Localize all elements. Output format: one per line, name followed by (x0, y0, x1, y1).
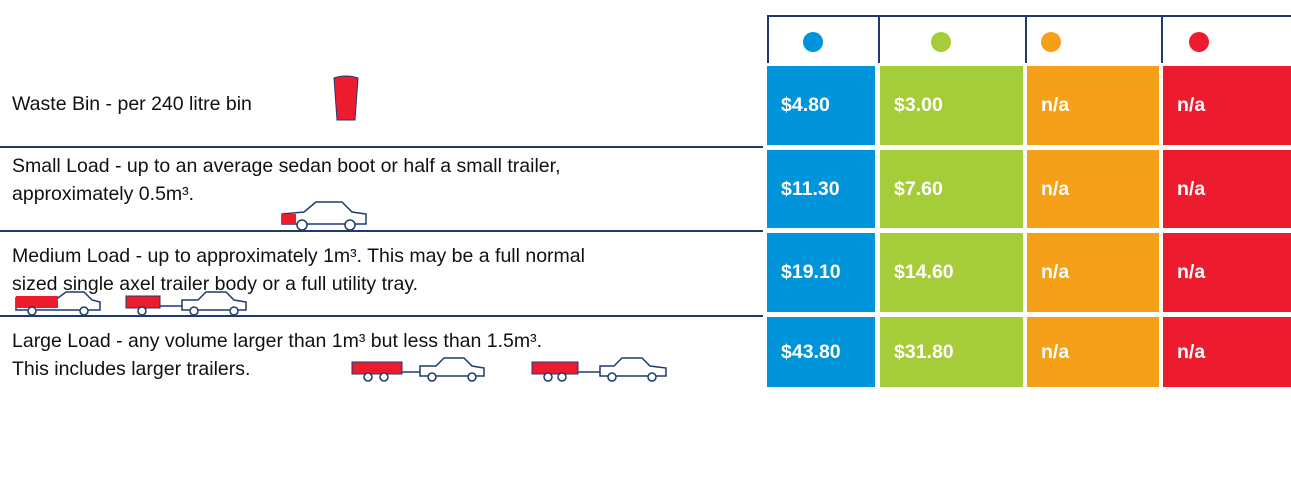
header-divider (1025, 15, 1027, 63)
vehicle-icons (351, 357, 667, 382)
vehicle-icons (15, 291, 247, 316)
price-cell: n/a (1163, 150, 1291, 228)
price-cell: n/a (1163, 233, 1291, 312)
price-cell: n/a (1027, 150, 1159, 228)
text: This includes larger trailers. (12, 358, 251, 380)
row-separator (0, 315, 763, 317)
text: Waste Bin - per 240 litre bin (12, 93, 252, 115)
bin-icon (333, 75, 359, 121)
price-cell: $14.60 (880, 233, 1023, 312)
header-divider (1161, 15, 1163, 63)
header-divider (878, 15, 880, 63)
text: sized single axel trailer body or a full… (12, 273, 419, 295)
text: Medium Load - up to approximately 1m³. T… (12, 245, 585, 267)
description: Waste Bin - per 240 litre bin (12, 90, 252, 118)
price-cell: $7.60 (880, 150, 1023, 228)
red-dot (1189, 32, 1209, 52)
row-separator (0, 146, 763, 148)
car-icon (281, 201, 367, 231)
header-line (767, 15, 1291, 17)
text: Small Load - up to an average sedan boot… (12, 155, 561, 177)
header-divider (767, 15, 769, 63)
price-cell: $19.10 (767, 233, 875, 312)
price-cell: n/a (1027, 66, 1159, 145)
price-cell: n/a (1027, 233, 1159, 312)
green-dot (931, 32, 951, 52)
price-cell: n/a (1027, 317, 1159, 387)
description: Large Load - any volume larger than 1m³ … (12, 327, 542, 383)
price-cell: $4.80 (767, 66, 875, 145)
description: Small Load - up to an average sedan boot… (12, 152, 561, 208)
price-cell: n/a (1163, 317, 1291, 387)
text: approximately 0.5m³. (12, 183, 195, 205)
blue-dot (803, 32, 823, 52)
orange-dot (1041, 32, 1061, 52)
price-cell: $31.80 (880, 317, 1023, 387)
text: Large Load - any volume larger than 1m³ … (12, 330, 543, 352)
row-separator (0, 230, 763, 232)
price-cell: $11.30 (767, 150, 875, 228)
price-cell: n/a (1163, 66, 1291, 145)
price-cell: $3.00 (880, 66, 1023, 145)
description: Medium Load - up to approximately 1m³. T… (12, 242, 585, 298)
price-cell: $43.80 (767, 317, 875, 387)
